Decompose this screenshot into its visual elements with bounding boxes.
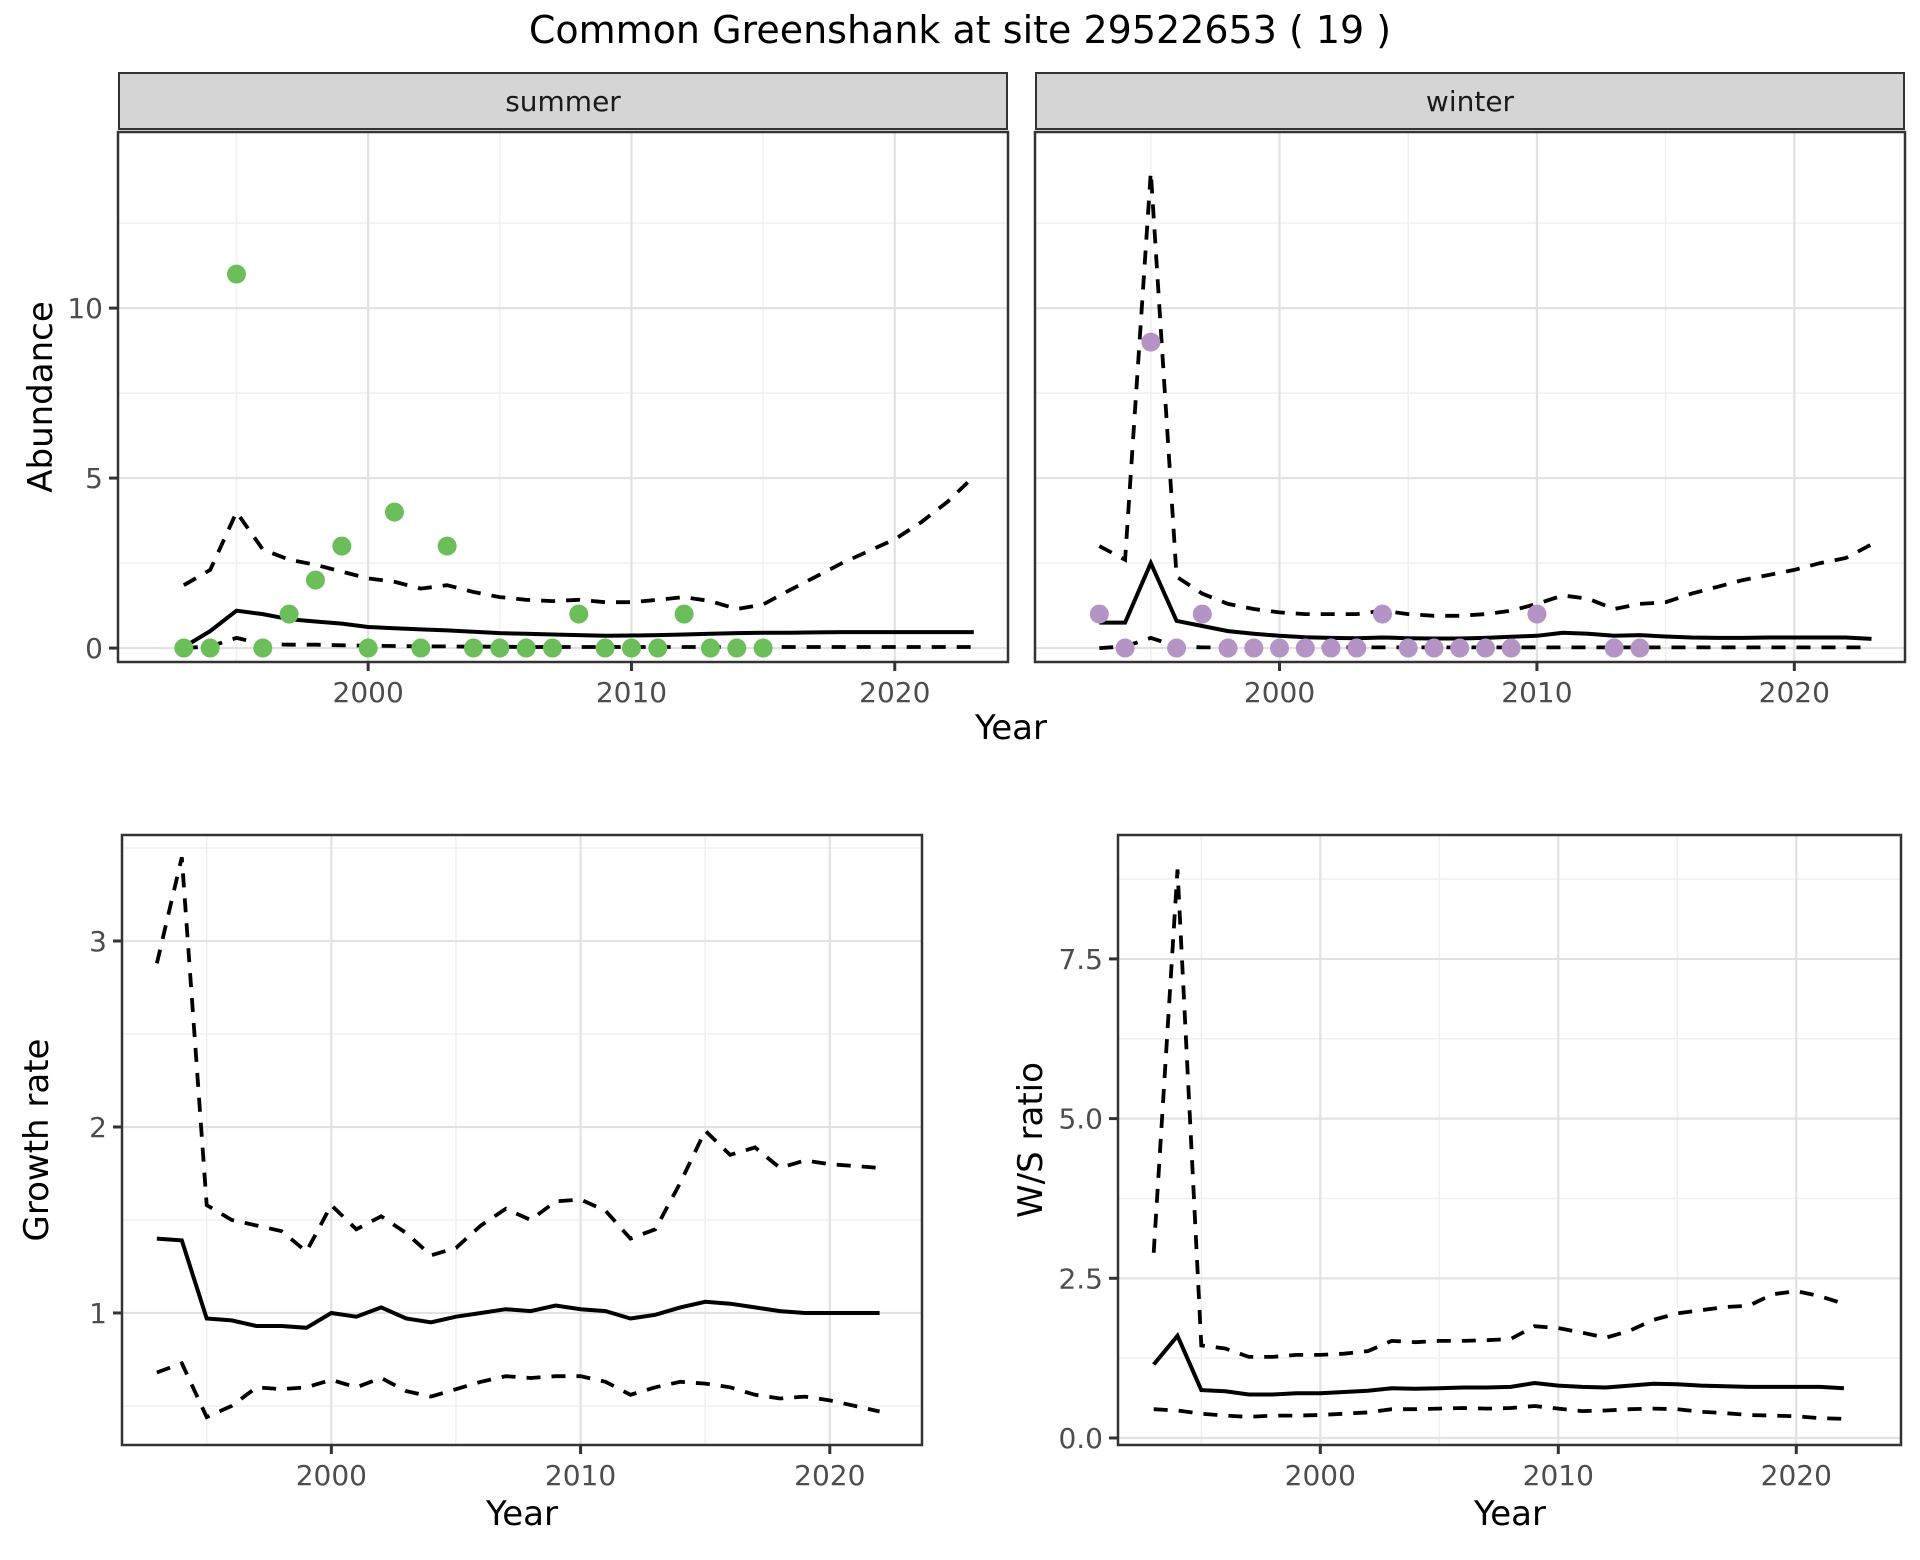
observation-point <box>1527 604 1547 624</box>
observation-point <box>1141 332 1161 352</box>
y-tick-label: 7.5 <box>1058 943 1103 976</box>
x-tick-label: 2000 <box>333 676 404 709</box>
x-tick-label: 2020 <box>1759 676 1830 709</box>
median-line <box>182 608 974 649</box>
lower-ci-line <box>1153 1404 1844 1421</box>
median-line <box>156 1236 880 1330</box>
median-line <box>1152 1332 1845 1397</box>
x-tick-label: 2000 <box>296 1459 367 1492</box>
observation-point <box>595 638 615 658</box>
observation-point <box>674 604 694 624</box>
x-tick-label: 2010 <box>1523 1459 1594 1492</box>
upper-ci-line <box>182 475 976 611</box>
y-tick-label: 10 <box>67 292 103 325</box>
panel-border <box>116 130 1010 664</box>
upper-ci-line <box>1151 869 1845 1359</box>
observation-point <box>621 638 641 658</box>
y-tick-label: 0 <box>85 632 103 665</box>
observation-point <box>1321 638 1341 658</box>
upper-ci-line <box>1098 171 1873 618</box>
panel-border <box>1116 833 1903 1447</box>
observation-point <box>1089 604 1109 624</box>
panel-ws: 2000 2010 2020 0.0 2.5 5.0 7.5 <box>1058 833 1903 1492</box>
y-tick-label: 2 <box>89 1111 107 1144</box>
y-tick-label: 3 <box>89 925 107 958</box>
observation-point <box>305 570 325 590</box>
observation-point <box>1167 638 1187 658</box>
observation-point <box>332 536 352 556</box>
observation-point <box>1218 638 1238 658</box>
observation-point <box>753 638 773 658</box>
lower-ci-line <box>183 635 974 650</box>
y-tick-label: 2.5 <box>1058 1262 1103 1295</box>
observation-point <box>1295 638 1315 658</box>
x-axis-title-growth: Year <box>486 1494 558 1534</box>
x-axis-title-top: Year <box>975 708 1047 748</box>
y-tick-label: 5 <box>85 462 103 495</box>
observation-point <box>648 638 668 658</box>
observation-point <box>727 638 747 658</box>
observation-point <box>384 502 404 522</box>
x-tick-label: 2010 <box>1501 676 1572 709</box>
x-tick-label: 2020 <box>794 1459 865 1492</box>
facet-strip-winter-label: winter <box>1425 84 1515 118</box>
y-tick-label: 1 <box>89 1297 107 1330</box>
observation-point <box>490 638 510 658</box>
facet-strip-winter: winter <box>1035 72 1905 130</box>
chart-title: Common Greenshank at site 29522653 ( 19 … <box>528 8 1392 52</box>
y-tick-label: 0.0 <box>1058 1422 1103 1455</box>
observation-point <box>516 638 536 658</box>
lower-ci-line <box>156 1360 881 1420</box>
observation-point <box>174 638 194 658</box>
observation-point <box>1115 638 1135 658</box>
facet-strip-summer: summer <box>118 72 1008 130</box>
observation-point <box>437 536 457 556</box>
observation-point <box>411 638 431 658</box>
observation-point <box>200 638 220 658</box>
observation-point <box>358 638 378 658</box>
observation-point <box>1270 638 1290 658</box>
observation-point <box>279 604 299 624</box>
observation-point <box>1501 638 1521 658</box>
x-tick-label: 2000 <box>1244 676 1315 709</box>
observation-point <box>1424 638 1444 658</box>
x-tick-label: 2010 <box>545 1459 616 1492</box>
observation-point <box>253 638 273 658</box>
observation-point <box>1347 638 1367 658</box>
y-tick-label: 5.0 <box>1058 1103 1103 1136</box>
observation-point <box>1398 638 1418 658</box>
observation-point <box>1192 604 1212 624</box>
x-tick-label: 2010 <box>596 676 667 709</box>
observation-point <box>1450 638 1470 658</box>
facet-strip-summer-label: summer <box>505 84 621 118</box>
x-tick-label: 2000 <box>1285 1459 1356 1492</box>
x-tick-label: 2020 <box>859 676 930 709</box>
panel-border <box>120 833 924 1447</box>
observation-point <box>226 264 246 284</box>
panel-growth: 2000 2010 2020 1 2 3 <box>89 833 924 1492</box>
observation-point <box>1630 638 1650 658</box>
observation-point <box>569 604 589 624</box>
observation-point <box>1475 638 1495 658</box>
observation-point <box>1372 604 1392 624</box>
panel-border <box>1033 130 1907 664</box>
x-axis-title-ws: Year <box>1474 1494 1546 1534</box>
observation-point <box>1604 638 1624 658</box>
panel-winter: 2000 2010 2020 <box>1033 130 1907 709</box>
x-tick-label: 2020 <box>1761 1459 1832 1492</box>
observation-point <box>463 638 483 658</box>
observation-point <box>542 638 562 658</box>
observation-point <box>700 638 720 658</box>
upper-ci-line <box>155 856 880 1258</box>
median-line <box>1099 558 1872 641</box>
observation-point <box>1244 638 1264 658</box>
panel-summer: 2000 2010 2020 0 5 10 <box>67 130 1010 709</box>
